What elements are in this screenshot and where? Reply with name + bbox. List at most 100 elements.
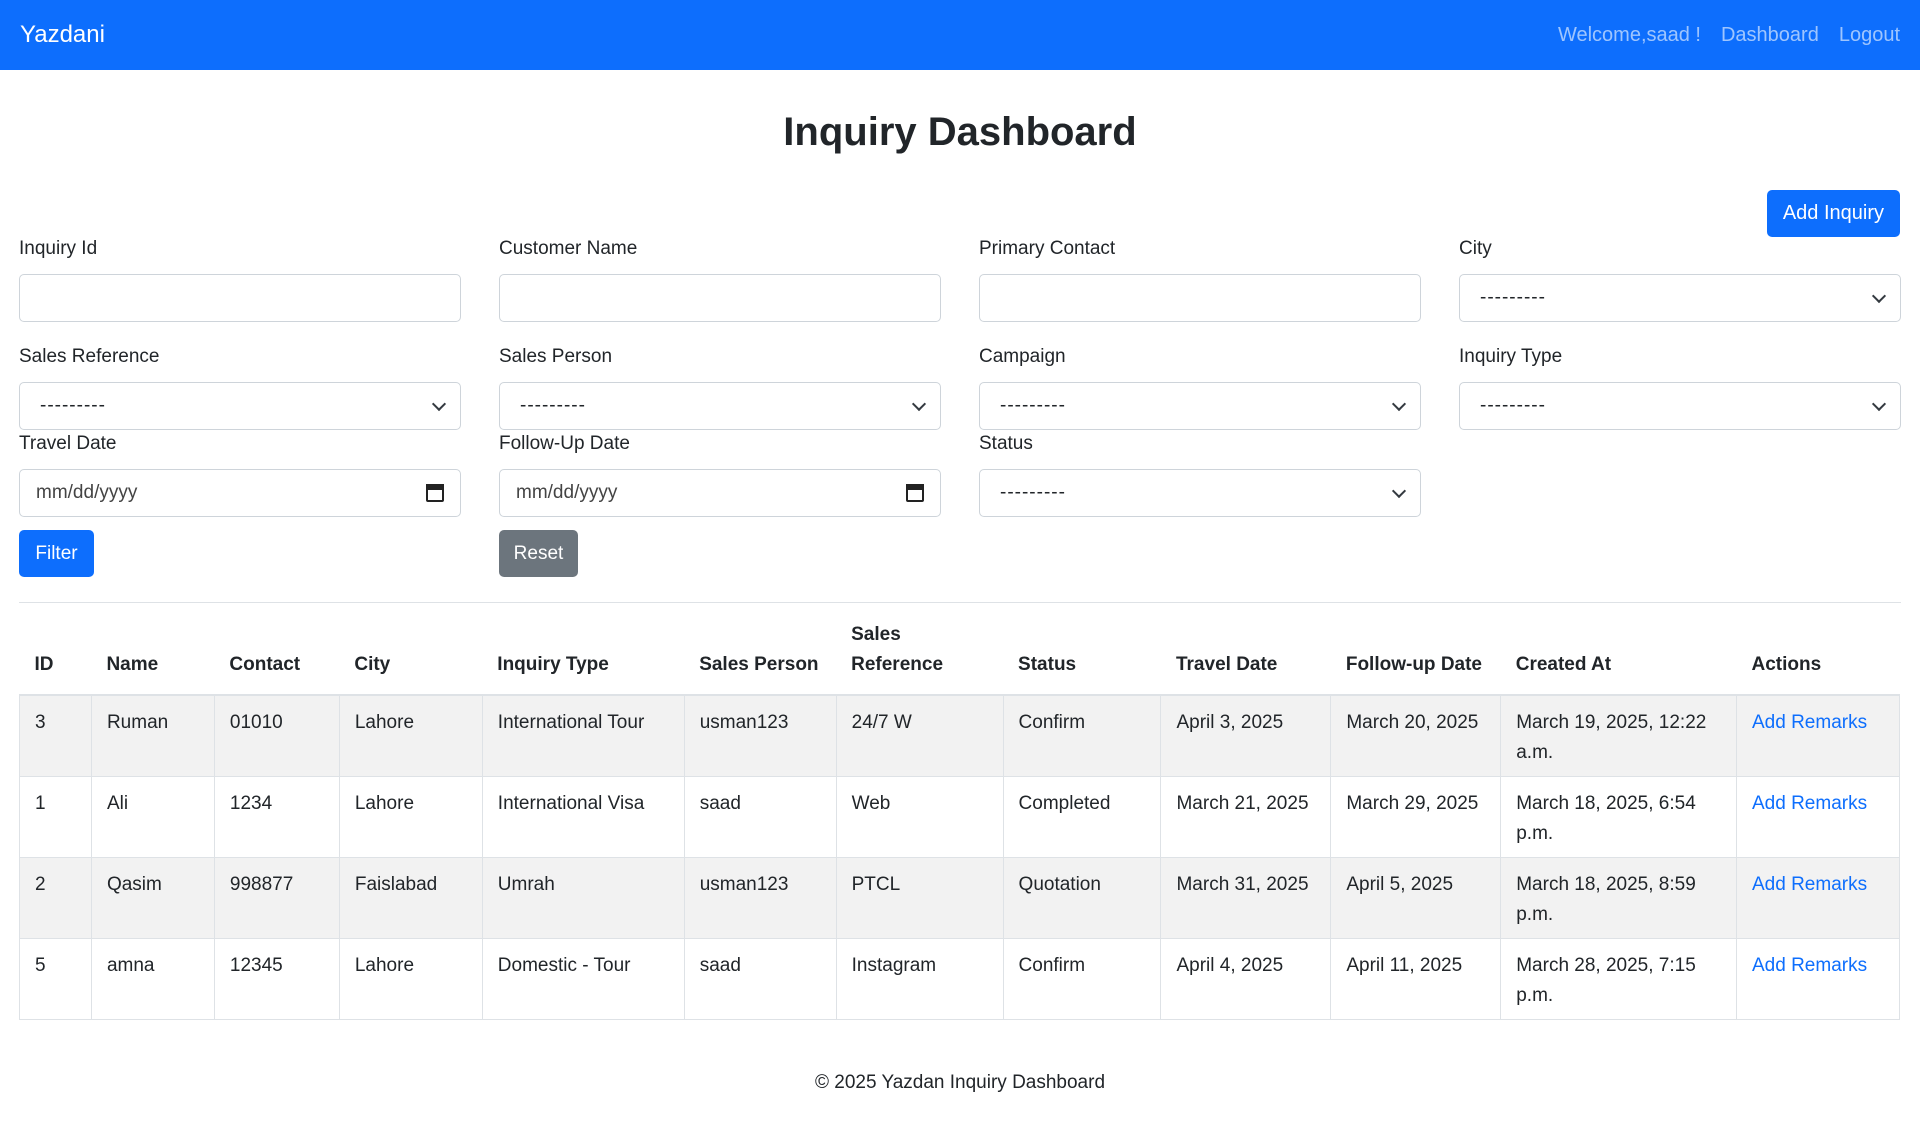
brand-logo[interactable]: Yazdani — [20, 21, 105, 48]
campaign-selected-value: --------- — [1000, 395, 1066, 416]
sales-reference-field: Sales Reference --------- — [19, 344, 461, 430]
main-container: Inquiry Dashboard Add Inquiry Inquiry Id… — [0, 102, 1920, 1094]
header-status[interactable]: Status — [1003, 603, 1161, 696]
inquiry-id-input[interactable] — [19, 274, 461, 322]
cell-status: Quotation — [1002, 856, 1162, 939]
cell-city: Faislabad — [338, 856, 483, 939]
customer-name-input[interactable] — [499, 274, 941, 322]
cell-sales-reference: PTCL — [835, 856, 1004, 939]
welcome-text: Welcome,saad ! — [1557, 23, 1701, 46]
calendar-icon[interactable] — [906, 484, 924, 502]
cell-sales-person: usman123 — [683, 694, 837, 777]
sales-reference-select[interactable]: --------- — [19, 382, 461, 430]
nav-links: Welcome,saad ! Dashboard Logout — [1558, 24, 1900, 47]
cell-sales-person: saad — [683, 775, 837, 858]
inquiry-type-field: Inquiry Type --------- — [1459, 344, 1901, 430]
cell-contact: 12345 — [213, 937, 340, 1020]
cell-inquiry-type: Umrah — [481, 856, 685, 939]
logout-link[interactable]: Logout — [1838, 23, 1900, 46]
follow-up-date-label: Follow-Up Date — [499, 433, 630, 454]
campaign-select[interactable]: --------- — [979, 382, 1421, 430]
footer-text: © 2025 Yazdan Inquiry Dashboard — [814, 1071, 1106, 1093]
cell-travel-date: April 3, 2025 — [1160, 694, 1332, 777]
header-id[interactable]: ID — [19, 603, 92, 696]
city-field: City --------- — [1459, 236, 1901, 322]
cell-sales-person: saad — [683, 937, 837, 1020]
cell-inquiry-type: International Tour — [481, 694, 685, 777]
cell-sales-person: usman123 — [683, 856, 837, 939]
header-city[interactable]: City — [339, 603, 483, 696]
sales-person-select[interactable]: --------- — [499, 382, 941, 430]
add-inquiry-button[interactable]: Add Inquiry — [1766, 190, 1900, 237]
page-title: Inquiry Dashboard — [783, 110, 1137, 154]
cell-status: Completed — [1002, 775, 1162, 858]
cell-sales-reference: Web — [835, 775, 1004, 858]
filter-button[interactable]: Filter — [19, 530, 94, 577]
header-sales-person[interactable]: Sales Person — [684, 603, 837, 696]
cell-travel-date: March 31, 2025 — [1160, 856, 1332, 939]
sales-reference-label: Sales Reference — [19, 346, 160, 367]
add-remarks-link[interactable]: Add Remarks — [1736, 775, 1900, 858]
cell-sales-reference: Instagram — [835, 937, 1004, 1020]
campaign-label: Campaign — [979, 346, 1066, 367]
cell-name: Qasim — [90, 856, 215, 939]
cell-id: 5 — [19, 937, 92, 1020]
inquiry-id-field: Inquiry Id — [19, 236, 461, 322]
header-created-at[interactable]: Created At — [1500, 603, 1737, 696]
status-select[interactable]: --------- — [979, 469, 1421, 517]
follow-up-date-field: Follow-Up Date mm/dd/yyyy — [499, 431, 941, 517]
top-navbar: Yazdani Welcome,saad ! Dashboard Logout — [0, 0, 1920, 70]
cell-travel-date: April 4, 2025 — [1160, 937, 1332, 1020]
header-contact[interactable]: Contact — [214, 603, 340, 696]
inquiry-id-label: Inquiry Id — [19, 238, 98, 259]
cell-inquiry-type: Domestic - Tour — [481, 937, 685, 1020]
inquiry-table: ID Name Contact City Inquiry Type Sales … — [19, 603, 1900, 1020]
chevron-down-icon — [911, 396, 927, 411]
cell-status: Confirm — [1002, 694, 1162, 777]
header-follow-up-date[interactable]: Follow-up Date — [1330, 603, 1501, 696]
header-travel-date[interactable]: Travel Date — [1160, 603, 1331, 696]
campaign-field: Campaign --------- — [979, 344, 1421, 430]
cell-id: 3 — [19, 694, 92, 777]
status-field: Status --------- — [979, 431, 1421, 517]
follow-up-date-placeholder: mm/dd/yyyy — [516, 482, 618, 503]
header-inquiry-type[interactable]: Inquiry Type — [482, 603, 685, 696]
sales-person-field: Sales Person --------- — [499, 344, 941, 430]
city-select[interactable]: --------- — [1459, 274, 1901, 322]
header-name[interactable]: Name — [91, 603, 215, 696]
cell-travel-date: March 21, 2025 — [1160, 775, 1332, 858]
calendar-icon[interactable] — [426, 484, 444, 502]
travel-date-input[interactable]: mm/dd/yyyy — [19, 469, 461, 517]
cell-contact: 01010 — [213, 694, 340, 777]
add-remarks-link[interactable]: Add Remarks — [1736, 856, 1900, 939]
header-sales-reference[interactable]: Sales Reference — [836, 603, 1004, 696]
cell-created-at: March 18, 2025, 8:59 p.m. — [1500, 856, 1737, 939]
add-remarks-link[interactable]: Add Remarks — [1736, 937, 1900, 1020]
cell-contact: 1234 — [213, 775, 340, 858]
inquiry-type-label: Inquiry Type — [1459, 346, 1563, 367]
chevron-down-icon — [1871, 288, 1887, 303]
cell-status: Confirm — [1002, 937, 1162, 1020]
cell-created-at: March 19, 2025, 12:22 a.m. — [1500, 694, 1737, 777]
chevron-down-icon — [431, 396, 447, 411]
inquiry-type-select[interactable]: --------- — [1459, 382, 1901, 430]
customer-name-field: Customer Name — [499, 236, 941, 322]
city-selected-value: --------- — [1480, 287, 1546, 308]
follow-up-date-input[interactable]: mm/dd/yyyy — [499, 469, 941, 517]
primary-contact-label: Primary Contact — [979, 238, 1116, 259]
reset-button[interactable]: Reset — [499, 530, 578, 577]
status-selected-value: --------- — [1000, 482, 1066, 503]
cell-follow-up-date: April 11, 2025 — [1330, 937, 1502, 1020]
cell-name: amna — [90, 937, 215, 1020]
cell-city: Lahore — [338, 937, 483, 1020]
add-remarks-link[interactable]: Add Remarks — [1736, 694, 1900, 777]
dashboard-link[interactable]: Dashboard — [1720, 23, 1819, 46]
cell-id: 1 — [19, 775, 92, 858]
cell-follow-up-date: March 29, 2025 — [1330, 775, 1502, 858]
divider — [19, 602, 1901, 603]
cell-follow-up-date: April 5, 2025 — [1330, 856, 1502, 939]
table-row: 1 Ali 1234 Lahore International Visa saa… — [19, 775, 1900, 858]
status-label: Status — [979, 433, 1033, 454]
primary-contact-input[interactable] — [979, 274, 1421, 322]
chevron-down-icon — [1391, 483, 1407, 498]
